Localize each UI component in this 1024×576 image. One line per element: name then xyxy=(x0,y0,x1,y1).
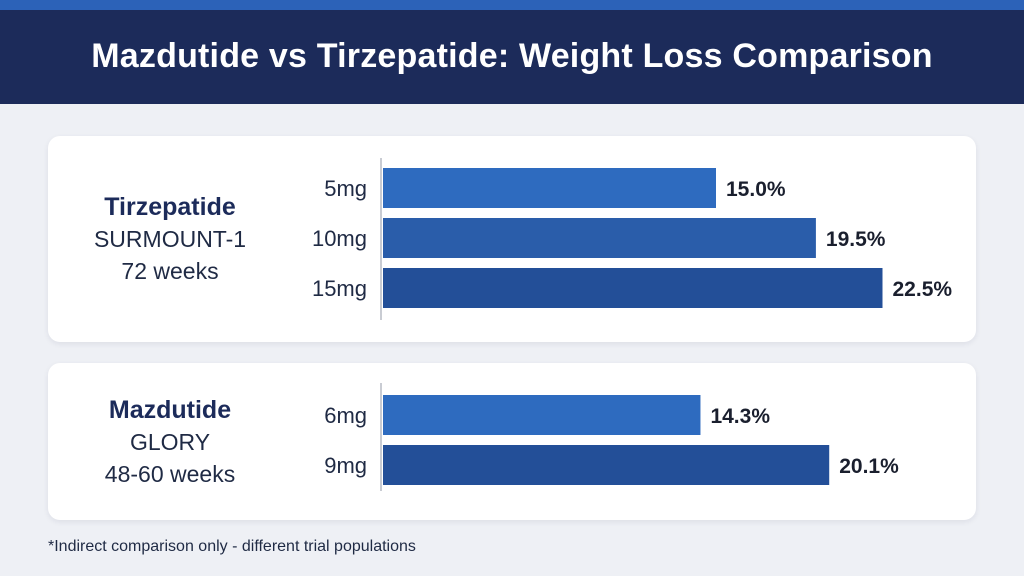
header-accent-stripe xyxy=(0,0,1024,10)
dose-tick-label: 9mg xyxy=(324,453,367,478)
bar-6mg xyxy=(383,395,701,435)
tirzepatide-label-group: Tirzepatide SURMOUNT-1 72 weeks xyxy=(48,136,292,342)
tirzepatide-bar-chart: 5mg 15.0% 10mg 19.5% 15mg 22.5% xyxy=(312,158,953,320)
bar-value-label: 22.5% xyxy=(893,278,953,301)
tirzepatide-panel: Tirzepatide SURMOUNT-1 72 weeks 5mg 15.0%… xyxy=(48,136,976,342)
dose-tick-label: 5mg xyxy=(324,176,367,201)
drug-name: Tirzepatide xyxy=(104,193,236,221)
trial-duration: 72 weeks xyxy=(121,258,219,284)
footnote: *Indirect comparison only - different tr… xyxy=(48,538,416,555)
dose-tick-label: 10mg xyxy=(312,226,367,251)
trial-duration: 48-60 weeks xyxy=(104,460,236,487)
drug-name: Mazdutide xyxy=(108,395,232,424)
mazdutide-label-group: Mazdutide GLORY 48-60 weeks xyxy=(48,363,292,520)
bar-5mg xyxy=(383,168,716,208)
page-title: Mazdutide vs Tirzepatide: Weight Loss Co… xyxy=(91,36,933,75)
bar-value-label: 15.0% xyxy=(726,178,786,201)
mazdutide-bar-chart: 6mg 14.3% 9mg 20.1% xyxy=(324,383,899,491)
trial-name: SURMOUNT-1 xyxy=(93,226,247,252)
bar-value-label: 19.5% xyxy=(826,228,886,251)
title-banner: Mazdutide vs Tirzepatide: Weight Loss Co… xyxy=(0,0,1024,104)
bar-10mg xyxy=(383,218,816,258)
dose-tick-label: 15mg xyxy=(312,276,367,301)
bar-value-label: 20.1% xyxy=(839,455,899,478)
trial-name: GLORY xyxy=(129,428,211,455)
bar-value-label: 14.3% xyxy=(710,405,770,428)
dose-tick-label: 6mg xyxy=(324,403,367,428)
mazdutide-panel: Mazdutide GLORY 48-60 weeks 6mg 14.3% 9mg 2… xyxy=(48,363,976,520)
bar-15mg xyxy=(383,268,883,308)
bar-9mg xyxy=(383,445,830,485)
